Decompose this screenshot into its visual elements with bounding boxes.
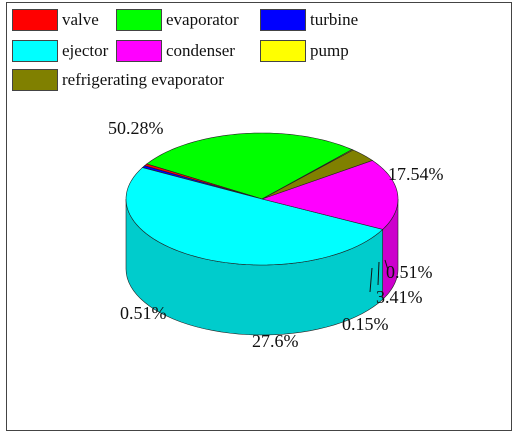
legend-label-pump: pump <box>310 41 349 60</box>
legend-label-refrigerating-evaporator: refrigerating evaporator <box>62 70 224 89</box>
pie-slice-condenser <box>260 160 399 230</box>
legend-swatch-ejector <box>12 40 58 62</box>
chart-frame <box>6 2 512 431</box>
data-label-valve: 0.51% <box>386 262 433 282</box>
legend-item-pump: pump <box>260 40 349 62</box>
legend-label-condenser: condenser <box>166 41 235 60</box>
pie-slice-refrigerating-evaporator <box>261 149 374 200</box>
legend-swatch-condenser <box>116 40 162 62</box>
data-label-ejector: 50.28% <box>108 118 164 138</box>
pie-slice-turbine <box>141 165 263 200</box>
data-label-refrigerating-evaporator: 3.41% <box>376 287 423 307</box>
pie-slice-evaporator <box>146 132 353 200</box>
legend-swatch-evaporator <box>116 9 162 31</box>
legend-label-valve: valve <box>62 10 99 29</box>
legend-item-refrigerating-evaporator: refrigerating evaporator <box>12 69 224 91</box>
pie-slice-valve <box>143 163 263 200</box>
data-label-evaporator: 27.6% <box>252 331 299 351</box>
pie-slice-ejector <box>125 167 384 266</box>
leader-line-pump <box>369 267 373 293</box>
legend-swatch-turbine <box>260 9 306 31</box>
leader-line-refrigerating-evaporator <box>377 261 380 286</box>
pie-tops <box>125 132 399 266</box>
legend-item-valve: valve <box>12 9 99 31</box>
pie-slice-pump <box>261 149 354 200</box>
data-label-condenser: 17.54% <box>388 164 444 184</box>
data-label-pump: 0.15% <box>342 314 389 334</box>
legend-item-ejector: ejector <box>12 40 108 62</box>
legend-label-ejector: ejector <box>62 41 109 60</box>
pie-data-labels: 0.51% 27.6% 0.51% 50.28% 17.54% 0.15% 3.… <box>108 118 444 351</box>
legend-swatch-refrigerating-evaporator <box>12 69 58 91</box>
pie-leader-lines <box>369 259 389 293</box>
leader-line-valve <box>384 259 389 271</box>
legend-swatch-valve <box>12 9 58 31</box>
legend-swatch-pump <box>260 40 306 62</box>
legend-item-turbine: turbine <box>260 9 358 31</box>
legend-item-evaporator: evaporator <box>116 9 239 31</box>
legend-item-condenser: condenser <box>116 40 235 62</box>
data-label-turbine: 0.51% <box>120 303 167 323</box>
legend-label-turbine: turbine <box>310 10 359 29</box>
legend-label-evaporator: evaporator <box>166 10 239 29</box>
